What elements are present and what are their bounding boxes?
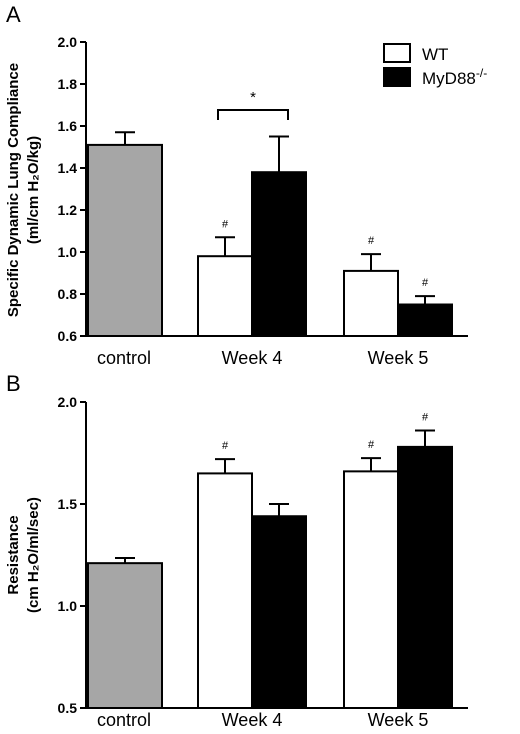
panel-letter: B (6, 371, 21, 396)
y-tick-label: 1.4 (58, 160, 78, 176)
y-tick-label: 2.0 (58, 34, 78, 50)
y-tick-label: 1.0 (58, 244, 78, 260)
significance-mark: # (368, 439, 375, 451)
bar (87, 562, 163, 709)
significance-star: * (250, 89, 256, 106)
significance-mark: # (368, 235, 375, 247)
y-tick-label: 1.8 (58, 76, 78, 92)
legend-label: WT (422, 45, 448, 64)
legend-swatch (383, 67, 411, 87)
x-category-label: Week 5 (368, 348, 429, 368)
x-category-label: Week 5 (368, 710, 429, 730)
panel-a: A 0.6 0.8 1.0 1.2 1.4 1.6 1.8 2.0 Specific Dynami… (5, 2, 487, 368)
y-axis-label: (cm H₂O/ml/sec) (25, 497, 42, 613)
y-tick-label: 1.0 (58, 598, 78, 614)
panel-b: B 0.5 1.0 1.5 2.0 Resistance (cm H₂O/ml/sec) co… (5, 371, 468, 730)
bar (397, 303, 453, 337)
legend-label: MyD88-/- (422, 66, 487, 88)
panel-letter: A (6, 2, 21, 27)
y-axis-label: (ml/cm H₂O/kg) (25, 136, 42, 244)
significance-mark: # (222, 440, 229, 452)
y-tick-label: 1.5 (58, 496, 78, 512)
y-tick-label: 0.6 (58, 328, 78, 344)
legend-swatch (383, 43, 411, 63)
bar (397, 445, 453, 709)
bar (197, 255, 253, 338)
bar (87, 143, 163, 337)
y-tick-label: 0.5 (58, 700, 78, 716)
x-category-label: control (97, 710, 151, 730)
y-tick-label: 2.0 (58, 394, 78, 410)
y-tick-label: 0.8 (58, 286, 78, 302)
bar (343, 470, 399, 709)
significance-bracket (217, 109, 289, 120)
significance-mark: # (222, 218, 229, 230)
significance-mark: # (422, 412, 429, 424)
x-category-label: Week 4 (222, 710, 283, 730)
significance-mark: # (422, 277, 429, 289)
x-category-label: control (97, 348, 151, 368)
y-axis-label: Resistance (5, 515, 22, 594)
bar (251, 515, 307, 709)
x-category-label: Week 4 (222, 348, 283, 368)
bar (197, 472, 253, 709)
bar (251, 171, 307, 337)
y-tick-label: 1.2 (58, 202, 78, 218)
y-tick-label: 1.6 (58, 118, 78, 134)
bar (343, 269, 399, 337)
y-axis-label: Specific Dynamic Lung Compliance (5, 63, 22, 317)
